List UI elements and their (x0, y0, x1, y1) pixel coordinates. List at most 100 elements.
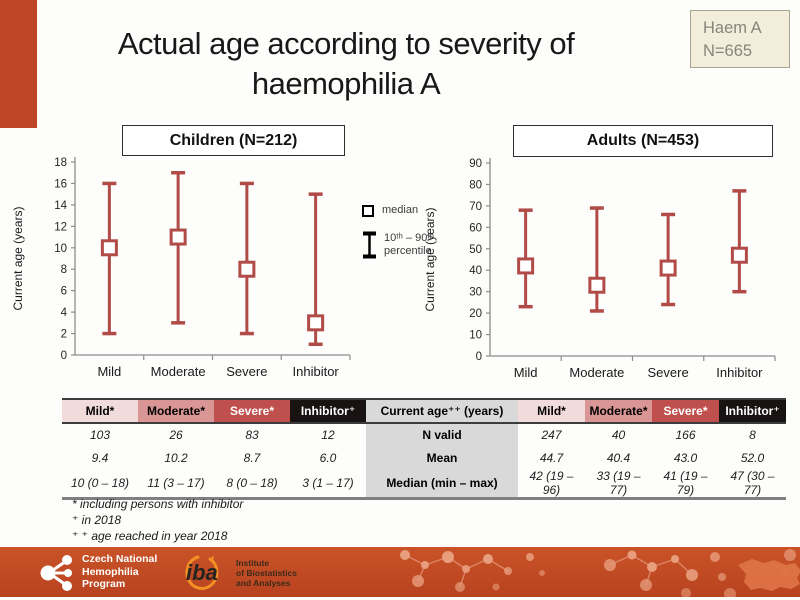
table-cell: 6.0 (319, 450, 337, 465)
legend-item-percentile: 10ᵗʰ – 90ᵗʰ percentile (362, 231, 454, 259)
category-label: Moderate (151, 364, 206, 379)
legend-median-label: median (382, 204, 419, 216)
category-label: Inhibitor (293, 364, 340, 379)
children-chart-title: Children (N=212) (122, 125, 345, 156)
table-header-cell: Mild* (62, 399, 138, 424)
footnote-2: ⁺ in 2018 (72, 513, 122, 527)
category-label: Inhibitor (716, 365, 763, 380)
table-cell: 10 (0 – 18) (70, 476, 130, 490)
y-tick-label: 80 (469, 179, 482, 191)
y-axis-title: Current age (years) (423, 207, 437, 311)
accent-bar (0, 0, 37, 128)
cohort-badge-count: N=665 (703, 42, 753, 60)
table-cell: 11 (3 – 17) (147, 476, 205, 490)
table-cell: 52.0 (740, 450, 765, 465)
y-tick-label: 6 (61, 286, 67, 298)
y-tick-label: 60 (469, 222, 482, 234)
table-cell: 47 (30 – 77) (730, 469, 775, 497)
y-tick-label: 18 (54, 157, 67, 169)
table-cell: 8.7 (243, 450, 261, 465)
czech-map-shape (738, 559, 800, 591)
table-cell: 247 (541, 428, 562, 442)
iba-logo: iba Institute of Biostatistics and Analy… (172, 554, 297, 592)
cohort-badge: Haem A N=665 (690, 10, 790, 68)
percentile-whisker-icon (363, 231, 376, 259)
table-cell: 26 (169, 428, 183, 442)
y-tick-label: 10 (469, 330, 482, 342)
legend-percentile-label: 10ᵗʰ – 90ᵗʰ percentile (384, 232, 434, 258)
table-row-label: Mean (366, 446, 518, 469)
category-label: Severe (226, 364, 267, 379)
y-tick-label: 30 (469, 287, 482, 299)
summary-table: Mild* Moderate* Severe* Inhibitor⁺ Current a… (62, 398, 786, 500)
table-cell: 103 (89, 428, 111, 442)
y-tick-label: 50 (469, 244, 482, 256)
table-header-cell: Severe* (652, 399, 719, 424)
table-row: 103 26 83 12 N valid 247 40 166 8 (62, 423, 786, 446)
table-cell: 10.2 (164, 450, 188, 465)
table-header-cell: Current age⁺⁺ (years) (366, 399, 518, 424)
table-header-cell: Moderate* (138, 399, 214, 424)
y-tick-label: 10 (54, 243, 67, 255)
table-row-label: N valid (366, 423, 518, 446)
table-cell: 83 (245, 428, 259, 442)
table-cell: 43.0 (673, 450, 698, 465)
y-tick-label: 40 (469, 265, 482, 277)
iba-text-line2: of Biostatistics (236, 568, 297, 578)
table-cell: 9.4 (91, 450, 109, 465)
cnhp-text-line1: Czech National (82, 553, 158, 566)
iba-logo-text: Institute of Biostatistics and Analyses (236, 558, 297, 588)
category-label: Mild (514, 365, 538, 380)
iba-wordmark: iba (186, 560, 218, 585)
table-cell: 41 (19 – 79) (663, 469, 708, 497)
page-title-line2: haemophilia A (251, 66, 441, 101)
median-marker (100, 239, 118, 257)
table-header-cell: Moderate* (585, 399, 652, 424)
footnote-3: ⁺ ⁺ age reached in year 2018 (72, 529, 228, 543)
iba-text-line3: and Analyses (236, 578, 291, 588)
cnhp-text-line2: Hemophilia (82, 565, 139, 578)
category-label: Moderate (569, 365, 624, 380)
median-marker (730, 246, 748, 264)
page-title: Actual age according to severity of haem… (40, 24, 652, 104)
table-cell: 42 (19 – 96) (529, 469, 574, 497)
cnhp-text-line3: Program (82, 578, 126, 591)
table-cell: 12 (321, 428, 335, 442)
table-cell: 8 (749, 428, 756, 442)
table-row-label: Median (min – max) (366, 469, 518, 499)
table-row: 9.4 10.2 8.7 6.0 Mean 44.7 40.4 43.0 52.0 (62, 446, 786, 469)
table-row: 10 (0 – 18) 11 (3 – 17) 8 (0 – 18) 3 (1 – 1… (62, 469, 786, 499)
median-marker (588, 276, 606, 294)
median-marker (659, 259, 677, 277)
y-tick-label: 70 (469, 201, 482, 213)
iba-logo-mark: iba (172, 554, 234, 592)
category-label: Mild (97, 364, 121, 379)
table-header-cell: Inhibitor⁺ (290, 399, 366, 424)
y-tick-label: 0 (476, 351, 482, 363)
y-tick-label: 14 (54, 200, 67, 212)
median-marker-icon (362, 204, 374, 217)
footnote-1: * including persons with inhibitor (72, 497, 244, 511)
cnhp-logo-text: Czech National Hemophilia Program (82, 553, 157, 591)
table-cell: 166 (675, 428, 696, 442)
table-header-row: Mild* Moderate* Severe* Inhibitor⁺ Current a… (62, 399, 786, 424)
legend-percentile-line2: percentile (384, 245, 432, 257)
adults-chart-title: Adults (N=453) (513, 125, 773, 157)
y-tick-label: 20 (469, 308, 482, 320)
table-cell: 33 (19 – 77) (596, 469, 641, 497)
y-tick-label: 0 (61, 350, 67, 362)
children-chart: 0 2 4 6 8 10 12 14 16 18 Mild Moderate Severe Inhibit… (11, 157, 351, 379)
legend-percentile-line1: 10ᵗʰ – 90ᵗʰ (384, 232, 434, 244)
molecule-pattern (400, 549, 800, 597)
y-tick-label: 4 (61, 307, 68, 319)
median-marker (307, 314, 325, 332)
y-tick-label: 2 (61, 329, 67, 341)
table-cell: 8 (0 – 18) (226, 476, 278, 490)
chart-legend: median 10ᵗʰ – 90ᵗʰ percentile (362, 204, 454, 273)
table-cell: 3 (1 – 17) (302, 476, 354, 490)
table-cell: 44.7 (539, 450, 564, 465)
category-label: Severe (648, 365, 689, 380)
cnhp-logo: Czech National Hemophilia Program (36, 551, 157, 593)
footer-band: Czech National Hemophilia Program iba In… (0, 547, 800, 597)
